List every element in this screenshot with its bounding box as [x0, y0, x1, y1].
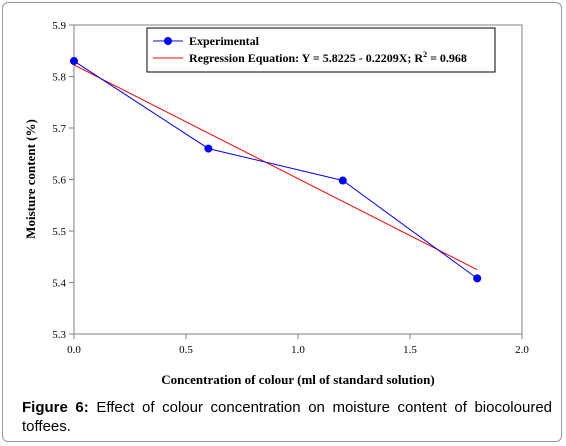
y-tick-group: 5.3 5.4 5.5 5.6 5.7 5.8 5.9: [52, 20, 74, 341]
figure-label: Figure 6:: [22, 399, 89, 416]
legend-label-experimental: Experimental: [189, 34, 260, 48]
x-tick-group: 0.0 0.5 1.0 1.5 2.0: [67, 334, 529, 356]
legend-box: [146, 27, 496, 73]
figure-caption: Figure 6: Effect of colour concentration…: [22, 398, 552, 436]
y-axis-title: Moisture content (%): [23, 119, 38, 239]
legend: Experimental Regression Equation: Y = 5.…: [146, 27, 496, 73]
y-tick-label: 5.4: [52, 278, 66, 290]
series-line-experimental: [73, 60, 478, 279]
x-tick-label: 0.0: [67, 344, 81, 356]
x-tick-label: 0.5: [179, 344, 193, 356]
x-tick-label: 1.0: [291, 344, 305, 356]
x-axis-title: Concentration of colour (ml of standard …: [161, 372, 434, 387]
series-line-regression: [73, 64, 478, 271]
data-point-experimental: [473, 274, 482, 283]
y-tick-label: 5.5: [52, 226, 66, 238]
plot-area: [73, 24, 523, 335]
legend-regression-sup: 2: [423, 50, 427, 59]
x-tick-label: 2.0: [515, 344, 529, 356]
y-tick-label: 5.9: [52, 20, 66, 32]
y-tick-label: 5.7: [52, 123, 66, 135]
series-group: [70, 57, 482, 283]
figure-caption-text: Effect of colour concentration on moistu…: [22, 399, 552, 435]
data-point-experimental: [70, 57, 78, 66]
data-point-experimental: [204, 144, 213, 153]
y-tick-label: 5.8: [52, 72, 66, 84]
legend-regression-tail: = 0.968: [427, 51, 467, 65]
legend-regression-main: Regression Equation: Y = 5.8225 - 0.2209…: [189, 51, 423, 65]
x-tick-label: 1.5: [403, 344, 417, 356]
y-tick-label: 5.6: [52, 175, 66, 187]
data-point-experimental: [338, 176, 347, 185]
legend-marker-experimental: [164, 37, 172, 45]
legend-label-regression: Regression Equation: Y = 5.8225 - 0.2209…: [189, 50, 467, 65]
y-tick-label: 5.3: [52, 329, 66, 341]
